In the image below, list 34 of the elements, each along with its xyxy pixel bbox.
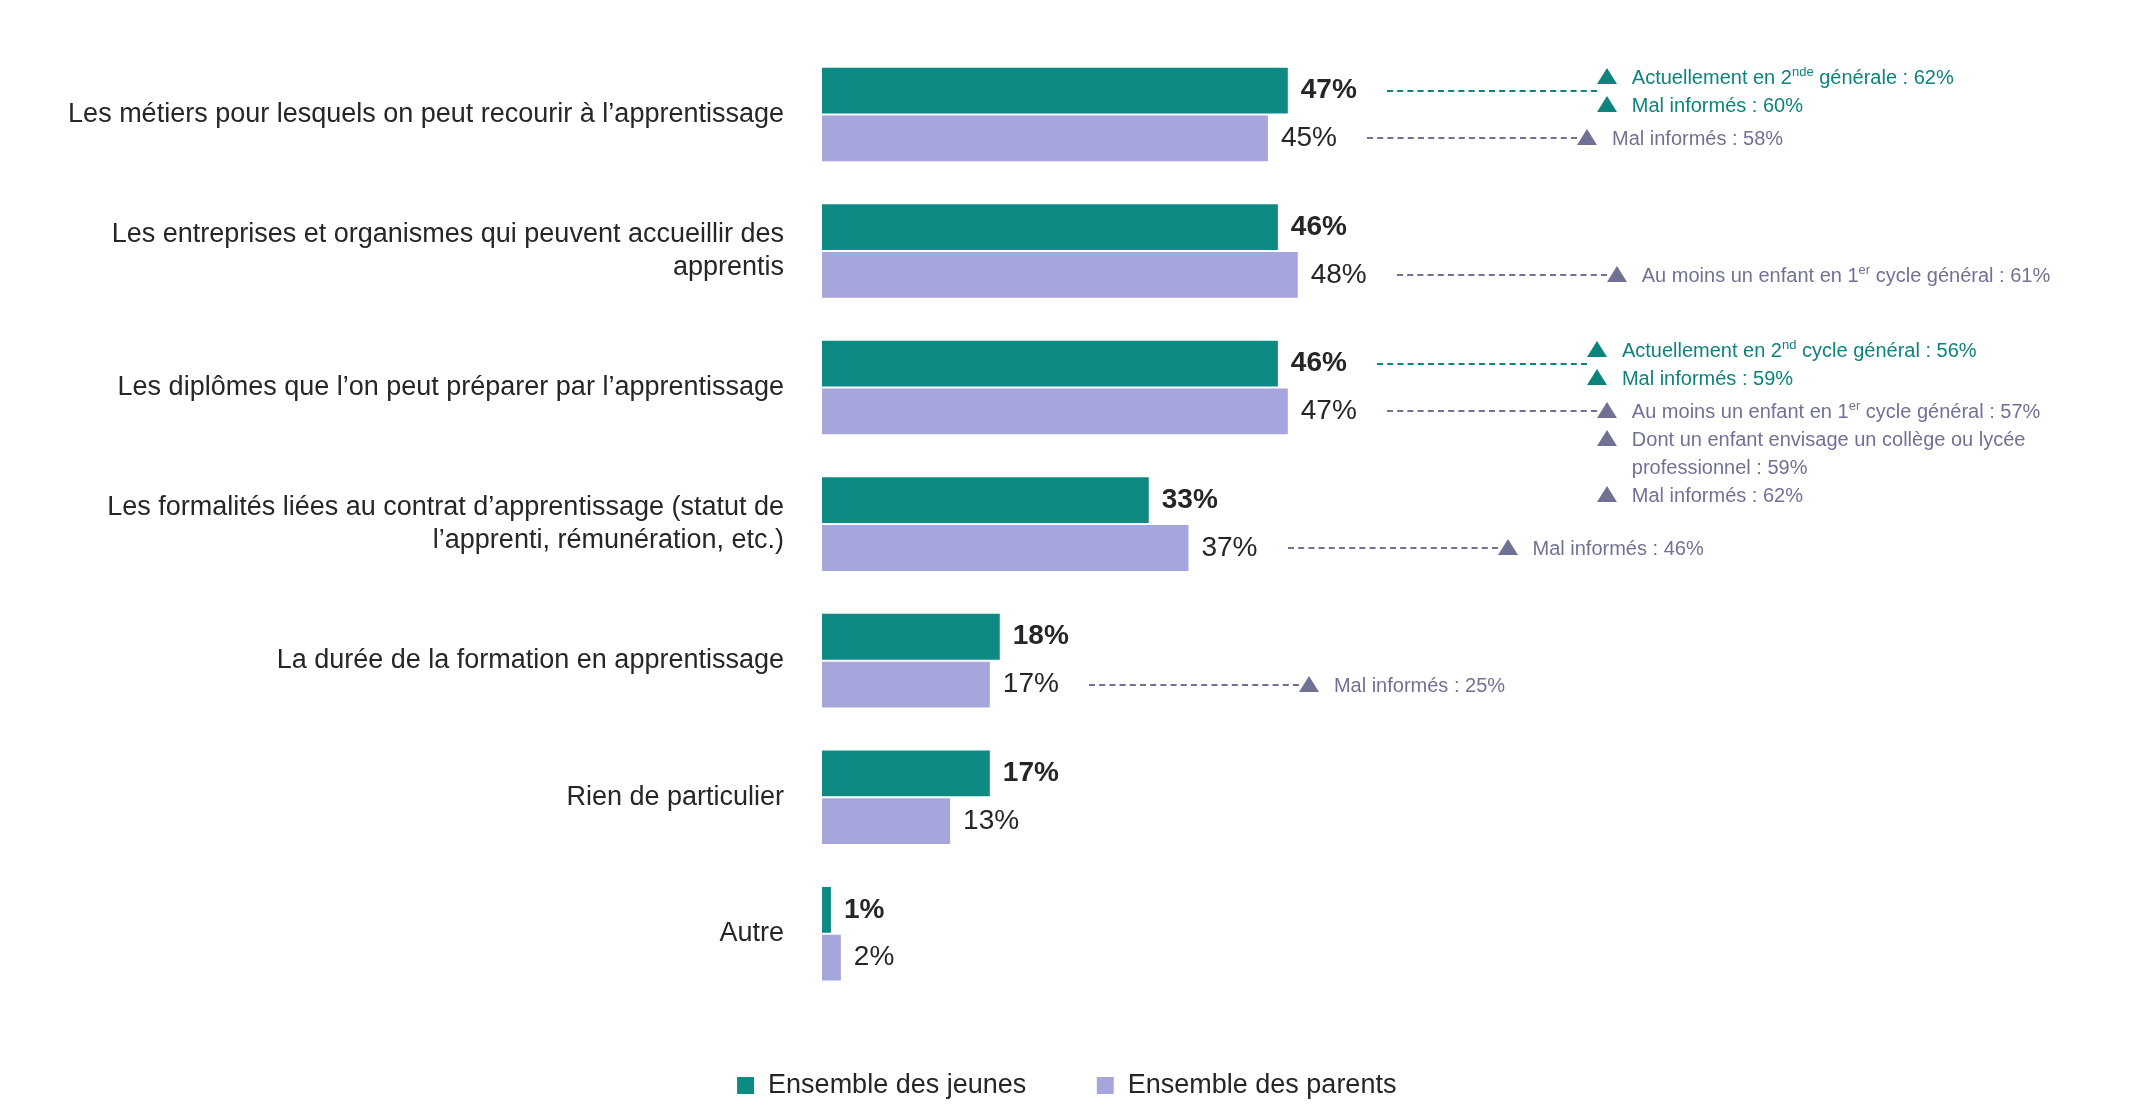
text: Au moins un enfant en 1$^{er}$ cycle général : 61% [1641,260,2052,288]
data-label: 37% [1201,530,1258,562]
data-label: 2% [853,940,895,972]
text: Mal informés : 25% [1333,672,1507,698]
data-label: 46% [1290,209,1348,241]
data-label: 1% [843,892,885,924]
y-tick-label: Les diplômes que l’on peut préparer par l’apprentissage [117,371,784,402]
text: Mal informés : 62% [1631,483,1804,509]
data-label: 17% [1002,756,1059,788]
text: Mal informés : 59% [1621,365,1795,391]
text: Mal informés : 60% [1631,92,1804,118]
data-label: 46% [1290,346,1348,378]
data-label: 47% [1300,394,1357,426]
data-label: 47% [1300,73,1357,105]
text: Actuellement en 2$^{nd}$ cycle général : 56% [1621,335,1978,363]
y-tick-label: Les entreprises et organismes qui peuvent accueillir des apprentis [111,218,784,281]
text: Actuellement en 2$^{nde}$ générale : 62% [1631,62,1955,90]
legend-label: Ensemble des jeunes [768,1068,1027,1099]
text: Dont un enfant envisage un collège ou lycée professionnel : 59% [1631,427,2027,481]
y-tick-label: Autre [719,917,784,948]
data-label: 48% [1310,257,1367,289]
data-label: 17% [1002,667,1059,699]
data-label: 13% [963,803,1020,835]
y-tick-label: Les métiers pour lesquels on peut recourir à l’apprentissage [68,97,784,128]
text: Au moins un enfant en 1$^{er}$ cycle général : 57% [1631,397,2042,425]
y-tick-label: Rien de particulier [566,780,785,811]
y-tick-label: Les formalités liées au contrat d’apprentissage (statut de l’apprenti, rémunération, etc.) [107,491,784,554]
y-tick-label: La durée de la formation en apprentissage [276,644,784,675]
data-label: 45% [1280,121,1337,153]
legend-label: Ensemble des parents [1127,1068,1397,1099]
text: Mal informés : 58% [1611,126,1785,152]
data-label: 33% [1161,482,1218,514]
text: Mal informés : 46% [1532,536,1705,561]
data-label: 18% [1012,619,1069,651]
